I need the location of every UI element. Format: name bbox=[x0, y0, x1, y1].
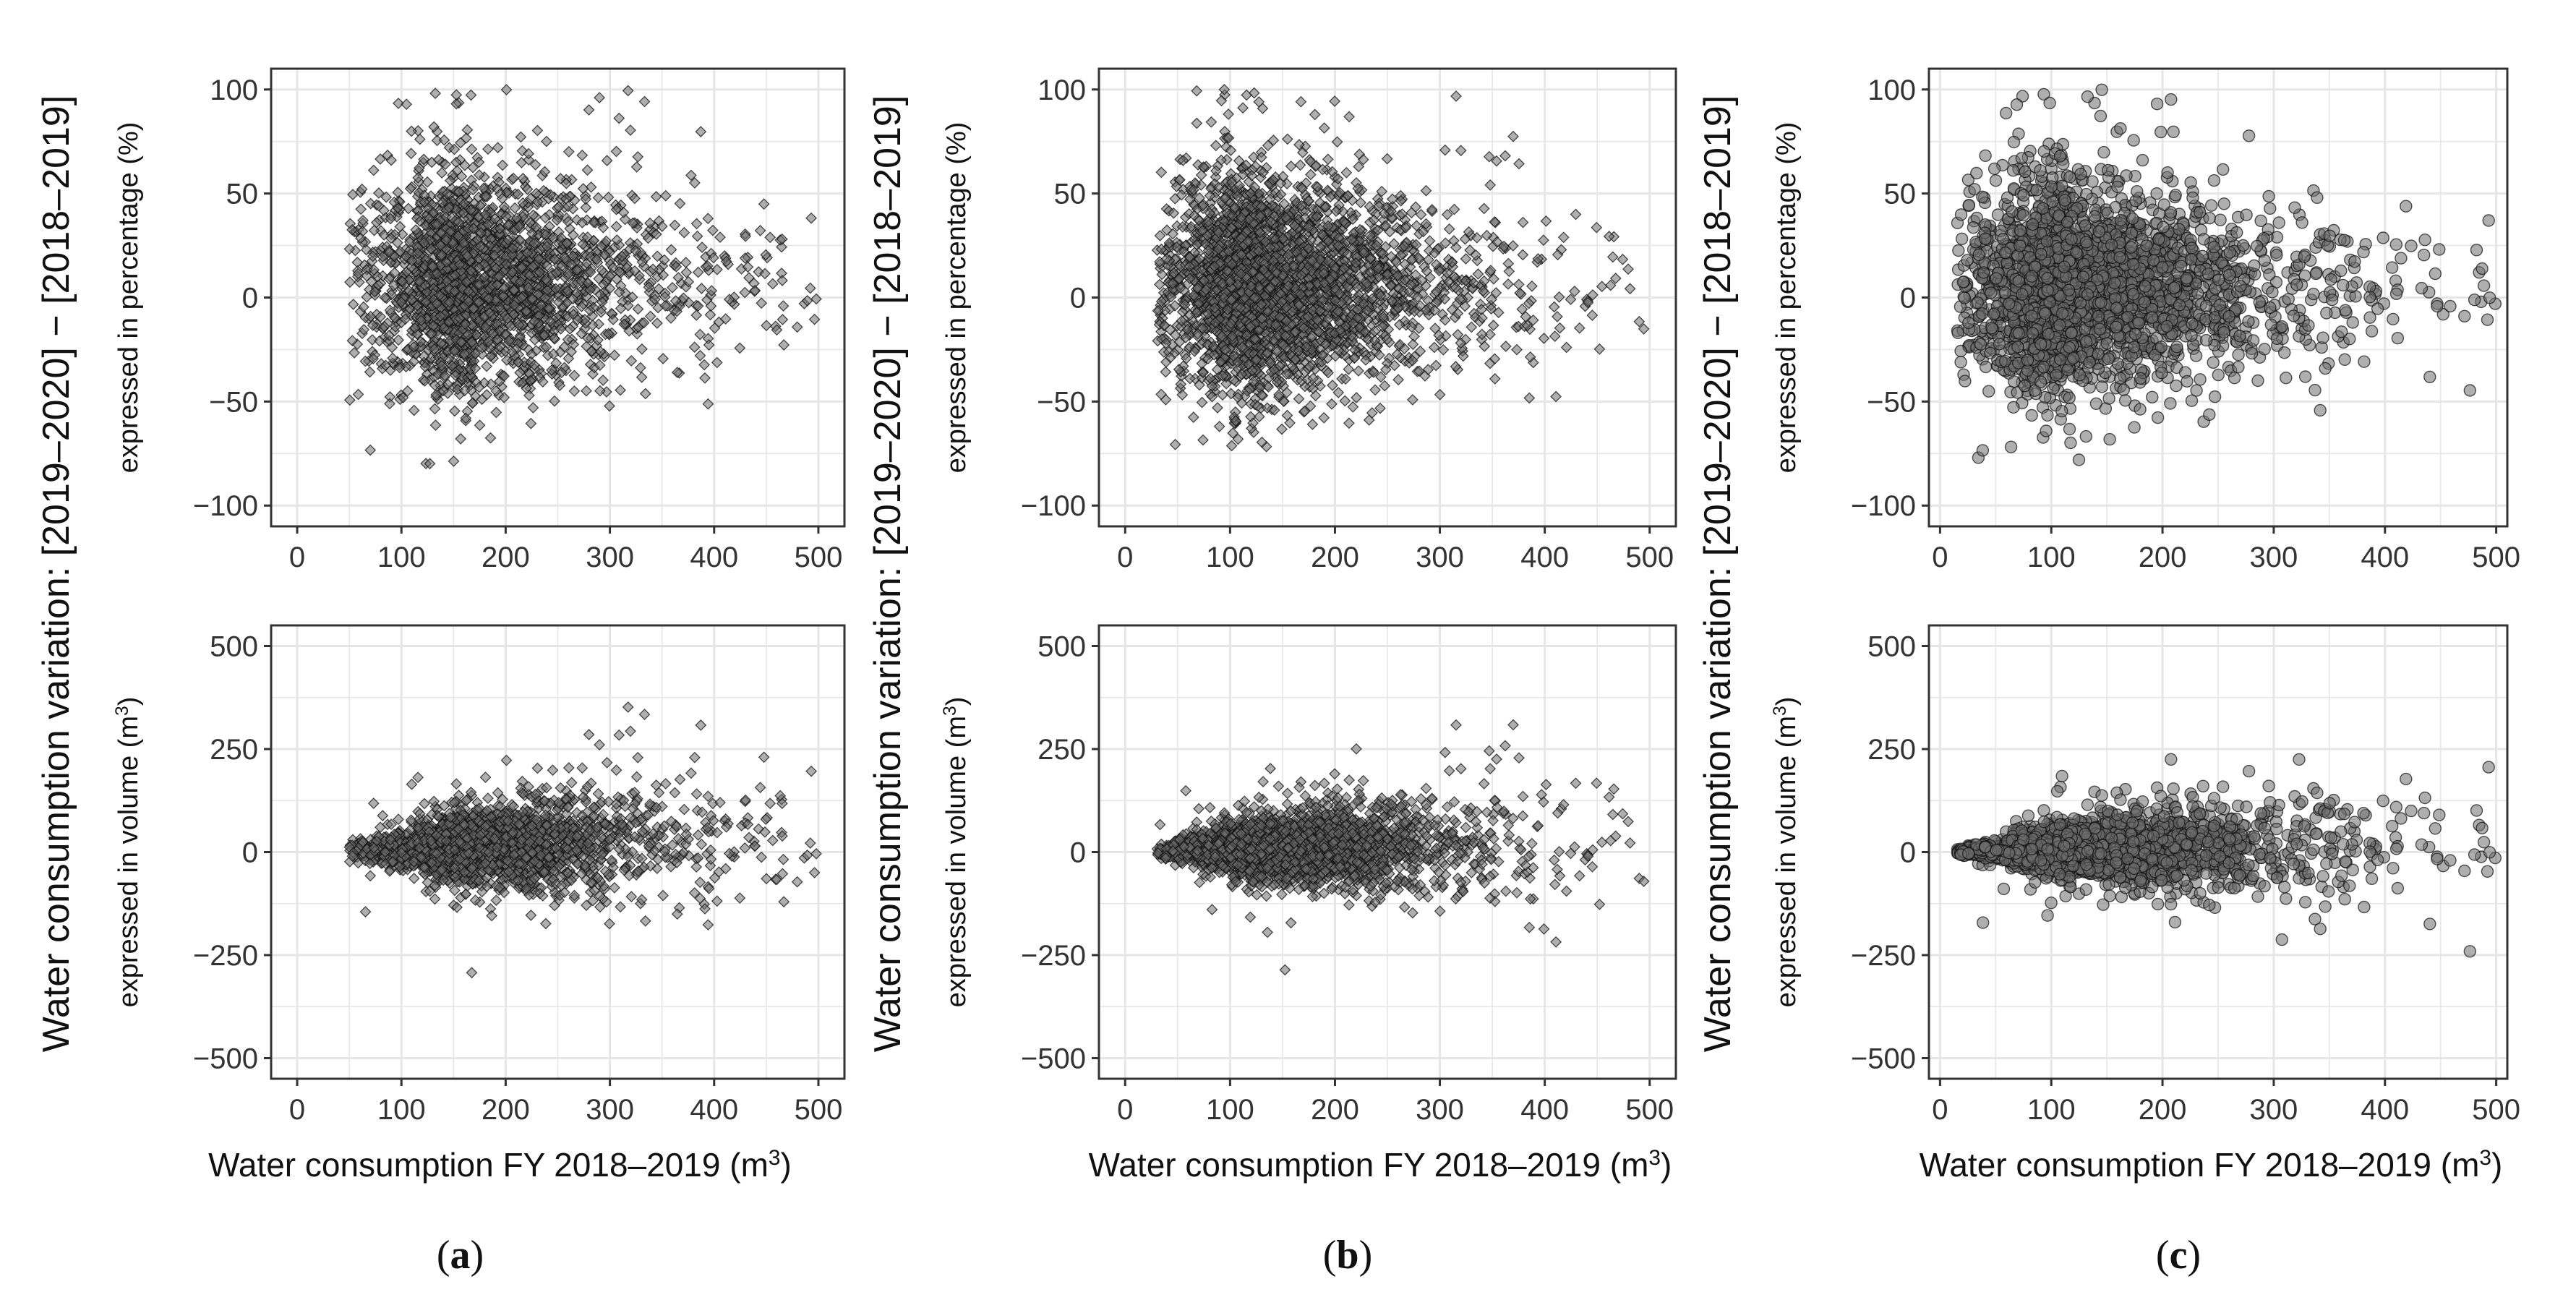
x-tick-label: 100 bbox=[377, 1094, 426, 1126]
y-tick-label: 250 bbox=[210, 734, 258, 766]
x-tick-label: 500 bbox=[795, 542, 843, 573]
x-tick-label: 500 bbox=[795, 1094, 843, 1126]
x-tick-label: 0 bbox=[289, 542, 305, 573]
y-axis-main-title: Water consumption variation: [2019–2020]… bbox=[35, 95, 77, 1053]
panel-column-a: Water consumption variation: [2019–2020]… bbox=[35, 69, 844, 1278]
y-tick-label: −50 bbox=[209, 386, 258, 418]
y-tick-label: −100 bbox=[193, 490, 258, 522]
y-axis-row-title: expressed in percentage (%) bbox=[114, 122, 144, 474]
x-tick-label: 100 bbox=[377, 542, 426, 573]
x-tick-label: 300 bbox=[586, 1094, 634, 1126]
panel-a-row2: 500 250 0 −250 −500 0 100 200 300 400 500 expressed… bbox=[113, 625, 845, 1126]
x-tick-label: 200 bbox=[482, 542, 530, 573]
y-axis-row-title: expressed in volume (m3) bbox=[113, 697, 145, 1008]
y-axis-main-title: Water consumption variation: [2019–2020]… bbox=[867, 95, 909, 1053]
y-tick-label: 50 bbox=[226, 179, 259, 210]
x-tick-label: 400 bbox=[690, 1094, 738, 1126]
x-tick-label: 200 bbox=[482, 1094, 530, 1126]
y-tick-label: −500 bbox=[193, 1043, 258, 1075]
x-tick-label: 400 bbox=[690, 542, 738, 573]
x-axis-title: Water consumption FY 2018–2019 (m3) bbox=[208, 1146, 792, 1184]
x-tick-label: 0 bbox=[289, 1094, 305, 1126]
y-tick-label: 500 bbox=[210, 631, 258, 663]
y-tick-label: 0 bbox=[242, 837, 258, 869]
panel-column-b: Water consumption variation: [2019–2020]… bbox=[867, 69, 1676, 1278]
panel-label: (a) bbox=[437, 1233, 484, 1278]
y-tick-label: 0 bbox=[242, 283, 258, 315]
x-tick-label: 300 bbox=[586, 542, 634, 573]
y-tick-label: −250 bbox=[193, 940, 258, 972]
y-tick-label: 100 bbox=[210, 74, 258, 106]
